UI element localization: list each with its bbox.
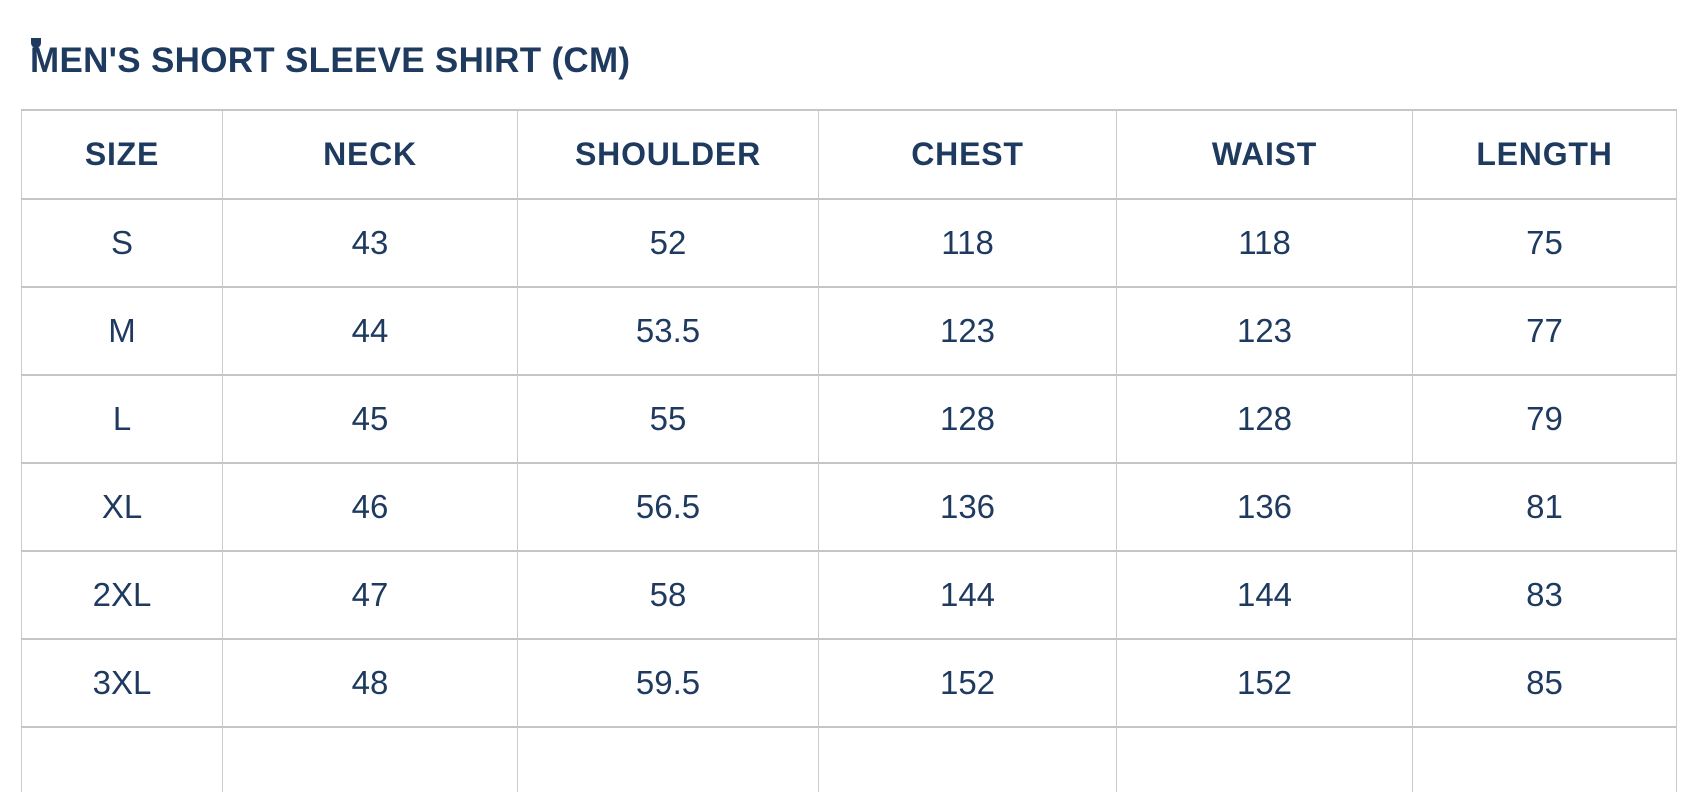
size-cell: XL (21, 462, 223, 552)
empty-cell (517, 726, 819, 792)
value-cell: 47 (222, 550, 518, 640)
column-header-neck: NECK (222, 109, 518, 200)
table-row-l: L 45 55 128 128 79 (21, 374, 1677, 464)
value-cell: 77 (1412, 286, 1677, 376)
table-body: S 43 52 118 118 75 M 44 53.5 123 123 77 … (21, 198, 1677, 792)
size-cell: S (21, 198, 223, 288)
column-header-waist: WAIST (1116, 109, 1413, 200)
table-row-s: S 43 52 118 118 75 (21, 198, 1677, 288)
value-cell: 59.5 (517, 638, 819, 728)
value-cell: 118 (1116, 198, 1413, 288)
value-cell: 46 (222, 462, 518, 552)
value-cell: 152 (818, 638, 1117, 728)
value-cell: 44 (222, 286, 518, 376)
column-header-chest: CHEST (818, 109, 1117, 200)
value-cell: 136 (818, 462, 1117, 552)
page-title: MEN'S SHORT SLEEVE SHIRT (CM) (30, 41, 631, 80)
value-cell: 85 (1412, 638, 1677, 728)
empty-cell (222, 726, 518, 792)
value-cell: 128 (818, 374, 1117, 464)
value-cell: 144 (818, 550, 1117, 640)
value-cell: 56.5 (517, 462, 819, 552)
value-cell: 52 (517, 198, 819, 288)
value-cell: 123 (818, 286, 1117, 376)
table-row-3xl: 3XL 48 59.5 152 152 85 (21, 638, 1677, 728)
value-cell: 144 (1116, 550, 1413, 640)
value-cell: 123 (1116, 286, 1413, 376)
value-cell: 128 (1116, 374, 1413, 464)
value-cell: 43 (222, 198, 518, 288)
value-cell: 48 (222, 638, 518, 728)
value-cell: 79 (1412, 374, 1677, 464)
value-cell: 55 (517, 374, 819, 464)
empty-cell (1116, 726, 1413, 792)
size-cell: 3XL (21, 638, 223, 728)
value-cell: 75 (1412, 198, 1677, 288)
cropped-text-fragment (31, 38, 41, 48)
column-header-shoulder: SHOULDER (517, 109, 819, 200)
value-cell: 58 (517, 550, 819, 640)
column-header-size: SIZE (21, 109, 223, 200)
value-cell: 83 (1412, 550, 1677, 640)
value-cell: 136 (1116, 462, 1413, 552)
empty-cell (1412, 726, 1677, 792)
table-row-m: M 44 53.5 123 123 77 (21, 286, 1677, 376)
size-cell: L (21, 374, 223, 464)
table-row-partial-cropped (21, 726, 1677, 792)
value-cell: 118 (818, 198, 1117, 288)
size-cell: 2XL (21, 550, 223, 640)
empty-cell (818, 726, 1117, 792)
table-row-xl: XL 46 56.5 136 136 81 (21, 462, 1677, 552)
size-cell: M (21, 286, 223, 376)
column-header-length: LENGTH (1412, 109, 1677, 200)
empty-cell (21, 726, 223, 792)
table-row-2xl: 2XL 47 58 144 144 83 (21, 550, 1677, 640)
table-header: SIZE NECK SHOULDER CHEST WAIST LENGTH (21, 109, 1677, 200)
value-cell: 45 (222, 374, 518, 464)
table-header-row: SIZE NECK SHOULDER CHEST WAIST LENGTH (21, 109, 1677, 200)
value-cell: 53.5 (517, 286, 819, 376)
size-chart-table: SIZE NECK SHOULDER CHEST WAIST LENGTH S … (21, 109, 1677, 792)
value-cell: 81 (1412, 462, 1677, 552)
value-cell: 152 (1116, 638, 1413, 728)
